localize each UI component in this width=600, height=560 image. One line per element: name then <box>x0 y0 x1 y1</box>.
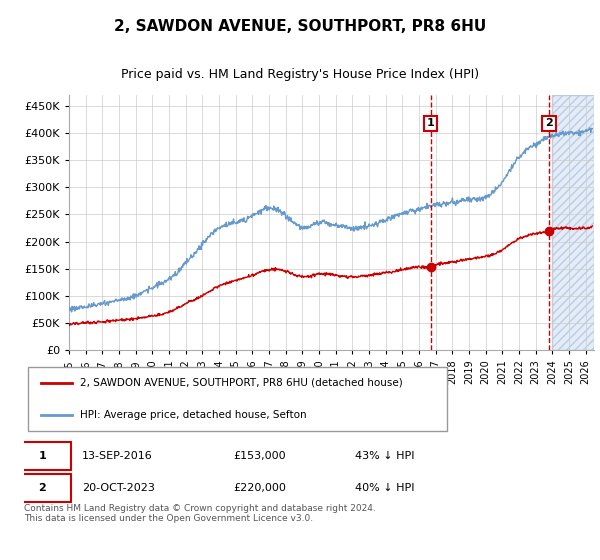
Text: 2, SAWDON AVENUE, SOUTHPORT, PR8 6HU (detached house): 2, SAWDON AVENUE, SOUTHPORT, PR8 6HU (de… <box>80 378 403 388</box>
Text: £153,000: £153,000 <box>234 451 286 461</box>
Text: Price paid vs. HM Land Registry's House Price Index (HPI): Price paid vs. HM Land Registry's House … <box>121 68 479 81</box>
FancyBboxPatch shape <box>13 441 71 470</box>
Text: 13-SEP-2016: 13-SEP-2016 <box>82 451 153 461</box>
Text: 20-OCT-2023: 20-OCT-2023 <box>82 483 155 493</box>
Text: 40% ↓ HPI: 40% ↓ HPI <box>355 483 415 493</box>
Text: Contains HM Land Registry data © Crown copyright and database right 2024.
This d: Contains HM Land Registry data © Crown c… <box>24 504 376 524</box>
Text: 1: 1 <box>38 451 46 461</box>
Text: 1: 1 <box>427 118 435 128</box>
Text: 2, SAWDON AVENUE, SOUTHPORT, PR8 6HU: 2, SAWDON AVENUE, SOUTHPORT, PR8 6HU <box>114 19 486 34</box>
Text: 43% ↓ HPI: 43% ↓ HPI <box>355 451 415 461</box>
FancyBboxPatch shape <box>13 474 71 502</box>
Text: 2: 2 <box>38 483 46 493</box>
Bar <box>553 95 594 350</box>
Bar <box>553 95 594 350</box>
FancyBboxPatch shape <box>28 367 448 431</box>
Text: HPI: Average price, detached house, Sefton: HPI: Average price, detached house, Seft… <box>80 410 307 420</box>
Text: £220,000: £220,000 <box>234 483 287 493</box>
Text: 2: 2 <box>545 118 553 128</box>
